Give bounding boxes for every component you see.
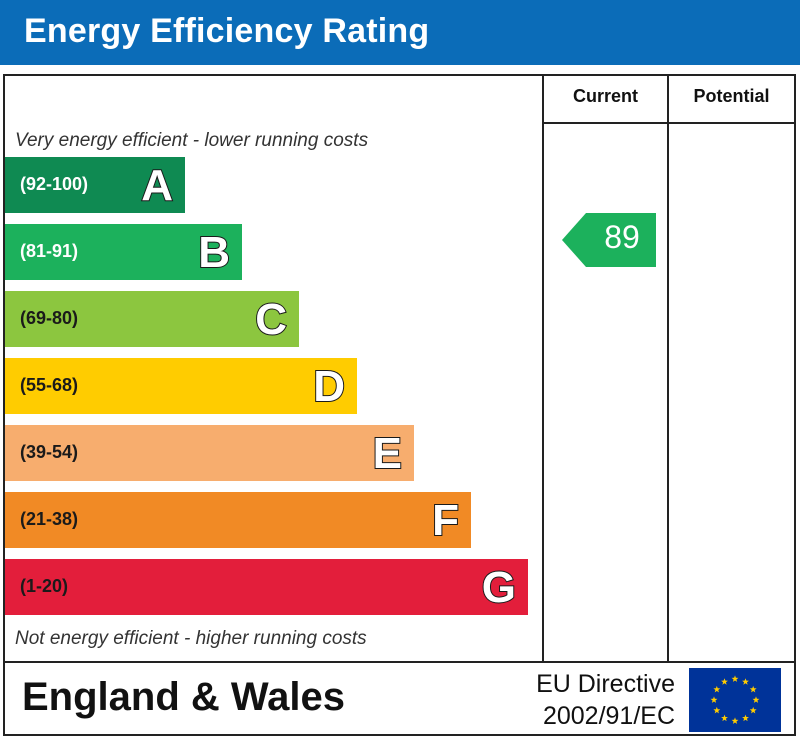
column-header-current: Current xyxy=(572,86,638,106)
band-range-label: (92-100) xyxy=(20,174,89,194)
rating-frame xyxy=(3,74,796,736)
rating-band-f: (21-38) F xyxy=(5,492,471,548)
divider-current xyxy=(542,74,544,663)
eu-star-icon xyxy=(749,685,757,693)
chart-title: Energy Efficiency Rating xyxy=(24,12,430,50)
band-range-label: (21-38) xyxy=(20,509,79,529)
band-letter: A xyxy=(140,160,174,211)
divider-potential xyxy=(667,74,669,663)
eu-star-icon xyxy=(710,696,718,703)
rating-band-d: (55-68) D xyxy=(5,358,357,414)
band-letter: C xyxy=(254,294,288,345)
region-label: England & Wales xyxy=(22,675,346,719)
eu-star-icon xyxy=(713,685,721,693)
note-bottom: Not energy efficient - higher running co… xyxy=(15,628,367,649)
header-bar: Energy Efficiency Rating xyxy=(0,0,800,65)
eu-directive-number: 2002/91/EC xyxy=(542,702,675,730)
eu-flag-icon xyxy=(689,668,781,732)
eu-star-icon xyxy=(721,678,728,685)
eu-star-icon xyxy=(721,714,728,722)
band-range-label: (69-80) xyxy=(20,308,79,328)
rating-band-e: (39-54) E xyxy=(5,425,414,481)
arrow-shape xyxy=(562,213,656,267)
band-range-label: (39-54) xyxy=(20,442,79,462)
note-top: Very energy efficient - lower running co… xyxy=(15,130,369,151)
eu-star-icon xyxy=(713,706,721,714)
eu-star-icon xyxy=(742,678,749,685)
rating-band-a: (92-100) A xyxy=(5,157,185,213)
current-rating-arrow: 89 xyxy=(562,213,656,267)
band-letter: F xyxy=(431,495,460,546)
rating-band-b: (81-91) B xyxy=(5,224,242,280)
band-letter: G xyxy=(481,562,517,613)
band-letter: B xyxy=(197,227,231,278)
footer-divider xyxy=(3,661,796,663)
eu-star-icon xyxy=(731,675,739,682)
band-range-label: (55-68) xyxy=(20,375,79,395)
eu-star-icon xyxy=(749,706,757,714)
band-range-label: (1-20) xyxy=(20,576,69,596)
rating-band-g: (1-20) G xyxy=(5,559,528,615)
column-header-potential: Potential xyxy=(693,86,770,106)
band-letter: D xyxy=(312,361,346,412)
header-divider xyxy=(542,122,796,124)
eu-star-icon xyxy=(731,717,739,724)
eu-star-icon xyxy=(752,696,760,703)
eu-star-icon xyxy=(742,714,749,722)
current-rating-value: 89 xyxy=(604,219,640,255)
band-letter: E xyxy=(372,428,403,479)
rating-band-c: (69-80) C xyxy=(5,291,299,347)
eu-directive-label: EU Directive xyxy=(536,670,675,698)
band-range-label: (81-91) xyxy=(20,241,79,261)
